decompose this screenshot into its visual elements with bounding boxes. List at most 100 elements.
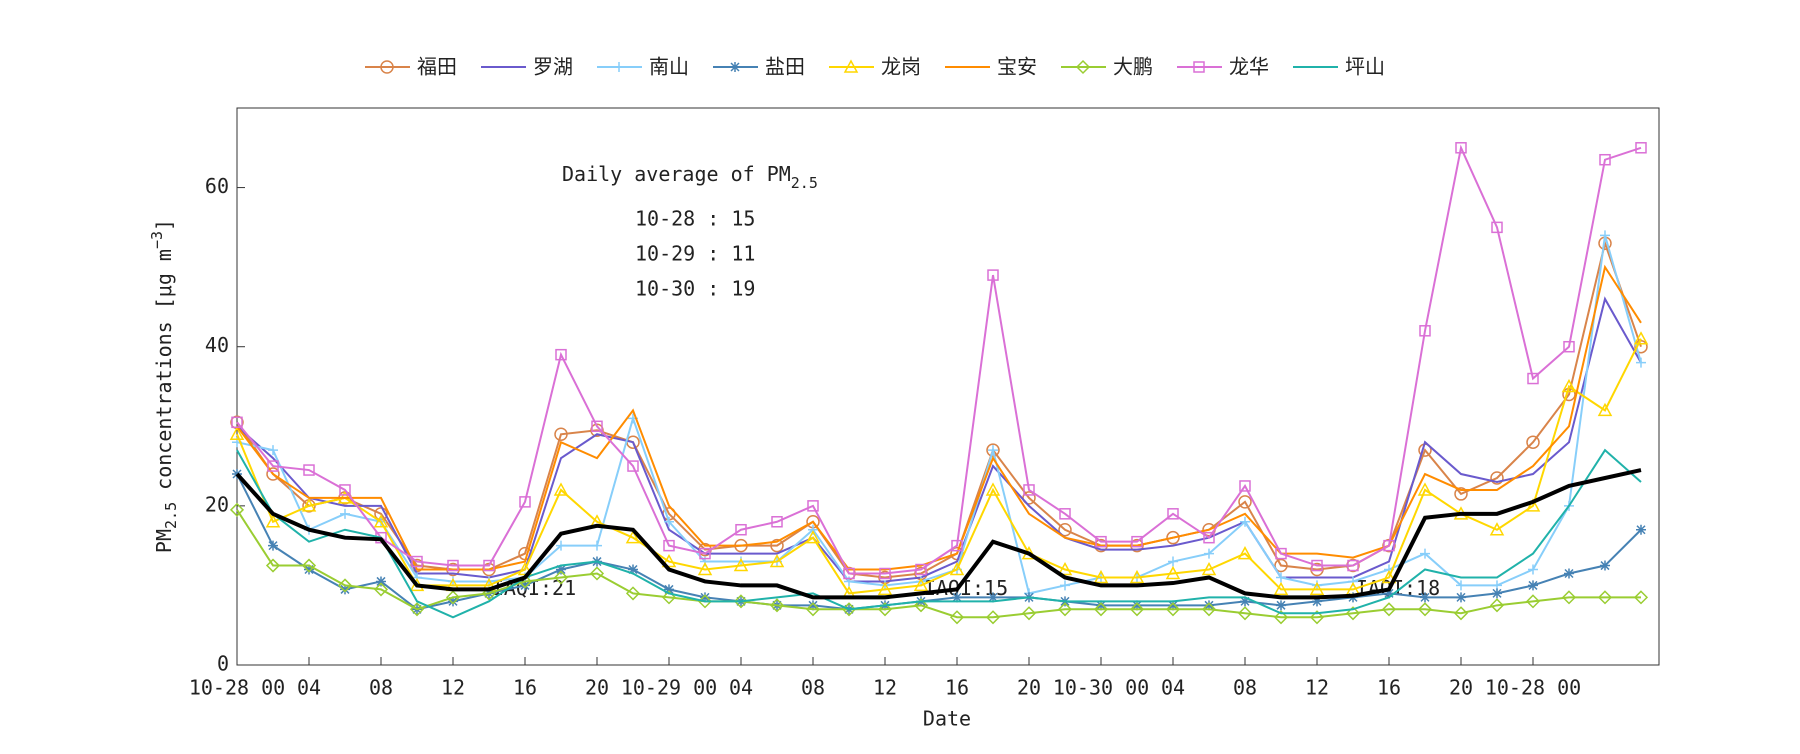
legend-label: 罗湖 bbox=[533, 55, 573, 79]
marker bbox=[1525, 498, 1541, 512]
x-tick-label: 16 bbox=[1377, 676, 1401, 700]
marker bbox=[1563, 340, 1575, 353]
marker bbox=[447, 559, 459, 572]
marker bbox=[1527, 372, 1539, 385]
y-tick-label: 40 bbox=[205, 333, 229, 357]
marker bbox=[951, 539, 963, 552]
marker bbox=[1274, 558, 1288, 573]
ylabel-sub: 2.5 bbox=[162, 502, 180, 529]
marker bbox=[1490, 471, 1504, 485]
marker bbox=[987, 269, 999, 281]
x-tick-label: 10-30 00 bbox=[1053, 676, 1149, 700]
legend-label: 大鹏 bbox=[1113, 55, 1153, 79]
marker bbox=[1561, 378, 1577, 393]
x-axis-label: Date bbox=[923, 707, 971, 731]
marker bbox=[591, 420, 603, 433]
marker bbox=[1455, 142, 1467, 154]
marker bbox=[1166, 530, 1180, 545]
marker bbox=[554, 427, 568, 441]
legend-label: 福田 bbox=[417, 55, 457, 79]
marker bbox=[1201, 602, 1217, 617]
marker bbox=[448, 596, 458, 607]
legend-label: 坪山 bbox=[1345, 55, 1385, 79]
marker bbox=[614, 62, 624, 72]
line bbox=[236, 296, 1642, 583]
marker bbox=[303, 464, 315, 476]
marker bbox=[985, 482, 1001, 496]
annotation-line: 10-28 : 15 bbox=[635, 207, 755, 231]
marker bbox=[1201, 561, 1217, 576]
legend-item: 福田 bbox=[365, 55, 457, 79]
marker bbox=[301, 558, 317, 573]
line bbox=[236, 144, 1642, 575]
marker bbox=[1060, 580, 1070, 591]
marker bbox=[1203, 531, 1215, 544]
marker bbox=[1237, 606, 1253, 621]
line bbox=[236, 338, 1642, 595]
legend-label: 龙岗 bbox=[881, 55, 921, 79]
x-tick-label: 20 bbox=[1017, 676, 1041, 700]
marker bbox=[985, 610, 1001, 625]
marker bbox=[1381, 569, 1397, 584]
marker bbox=[1168, 556, 1178, 567]
marker bbox=[1347, 559, 1359, 572]
marker bbox=[1193, 61, 1205, 73]
marker bbox=[1597, 590, 1613, 605]
marker bbox=[1454, 487, 1468, 501]
marker bbox=[1456, 580, 1466, 591]
marker bbox=[553, 570, 569, 585]
marker bbox=[697, 561, 713, 576]
marker bbox=[1093, 602, 1109, 617]
marker bbox=[265, 558, 281, 573]
marker bbox=[771, 516, 783, 528]
marker bbox=[1310, 562, 1324, 577]
series bbox=[235, 468, 1642, 600]
y-tick-label: 60 bbox=[205, 174, 229, 198]
marker bbox=[339, 484, 351, 496]
marker bbox=[699, 547, 711, 560]
marker bbox=[340, 584, 350, 595]
y-axis-label: PM2.5 concentrations [μg m−3] bbox=[148, 219, 180, 553]
ylabel-part: concentrations [μg m bbox=[152, 249, 176, 502]
marker bbox=[1633, 331, 1649, 345]
marker bbox=[229, 502, 245, 517]
marker bbox=[1489, 598, 1505, 613]
marker bbox=[1093, 569, 1109, 584]
marker bbox=[337, 578, 353, 593]
marker bbox=[808, 600, 818, 611]
y-tick-label: 20 bbox=[205, 492, 229, 516]
marker bbox=[483, 559, 495, 572]
marker bbox=[1417, 482, 1433, 496]
series bbox=[236, 264, 1642, 571]
marker bbox=[1492, 588, 1502, 599]
marker bbox=[1312, 596, 1322, 607]
series bbox=[229, 331, 1649, 600]
marker bbox=[1311, 559, 1323, 572]
marker bbox=[376, 576, 386, 587]
marker bbox=[1417, 602, 1433, 617]
x-tick-label: 04 bbox=[729, 676, 753, 700]
marker bbox=[556, 564, 566, 575]
marker bbox=[664, 516, 674, 527]
marker bbox=[949, 610, 965, 625]
legend-item: 南山 bbox=[597, 55, 689, 79]
x-tick-label: 12 bbox=[873, 676, 897, 700]
marker bbox=[231, 416, 243, 429]
legend-item: 宝安 bbox=[945, 55, 1037, 79]
marker bbox=[592, 540, 602, 551]
marker bbox=[661, 590, 677, 605]
marker bbox=[1240, 596, 1250, 607]
marker bbox=[843, 59, 859, 73]
marker bbox=[949, 561, 965, 576]
marker bbox=[1600, 560, 1610, 571]
marker bbox=[1636, 357, 1646, 368]
x-tick-label: 04 bbox=[1161, 676, 1185, 700]
marker bbox=[268, 540, 278, 551]
marker bbox=[1564, 568, 1574, 579]
series bbox=[231, 142, 1647, 580]
marker bbox=[1131, 535, 1143, 548]
marker bbox=[1453, 606, 1469, 621]
marker bbox=[1561, 590, 1577, 605]
